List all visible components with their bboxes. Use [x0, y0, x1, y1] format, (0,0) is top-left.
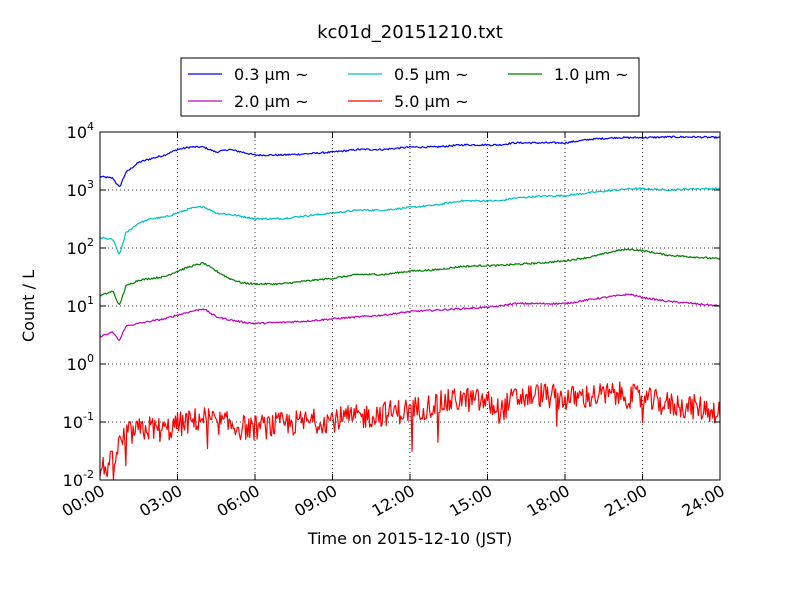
series-line: [99, 248, 721, 306]
y-tick-label: 102: [67, 236, 94, 258]
series-line: [99, 135, 721, 187]
series-line: [99, 381, 721, 481]
y-tick-label: 101: [67, 294, 94, 316]
legend-label: 1.0 μm ~: [554, 65, 629, 84]
y-axis-label: Count / L: [19, 270, 38, 342]
x-axis-label: Time on 2015-12-10 (JST): [307, 529, 512, 548]
legend: 0.3 μm ~ 0.5 μm ~ 1.0 μm ~ 2.0 μm ~ 5.0 μm ~: [180, 57, 640, 117]
y-tick-label: 100: [67, 352, 94, 374]
y-tick-label: 10-1: [63, 410, 94, 432]
legend-label: 0.5 μm ~: [394, 65, 469, 84]
y-tick-labels: 10-2 10-1 100 101 102 103 104: [63, 120, 94, 490]
ticks: [99, 131, 721, 481]
legend-box: [180, 57, 640, 117]
series-line: [99, 293, 721, 341]
legend-label: 5.0 μm ~: [394, 92, 469, 111]
series-line: [99, 187, 721, 255]
y-tick-label: 103: [67, 178, 94, 200]
legend-label: 0.3 μm ~: [234, 65, 309, 84]
legend-label: 2.0 μm ~: [234, 92, 309, 111]
y-tick-label: 104: [67, 120, 94, 142]
series-layer: [99, 135, 721, 481]
chart-title: kc01d_20151210.txt: [317, 22, 503, 43]
y-tick-label: 10-2: [63, 468, 94, 490]
